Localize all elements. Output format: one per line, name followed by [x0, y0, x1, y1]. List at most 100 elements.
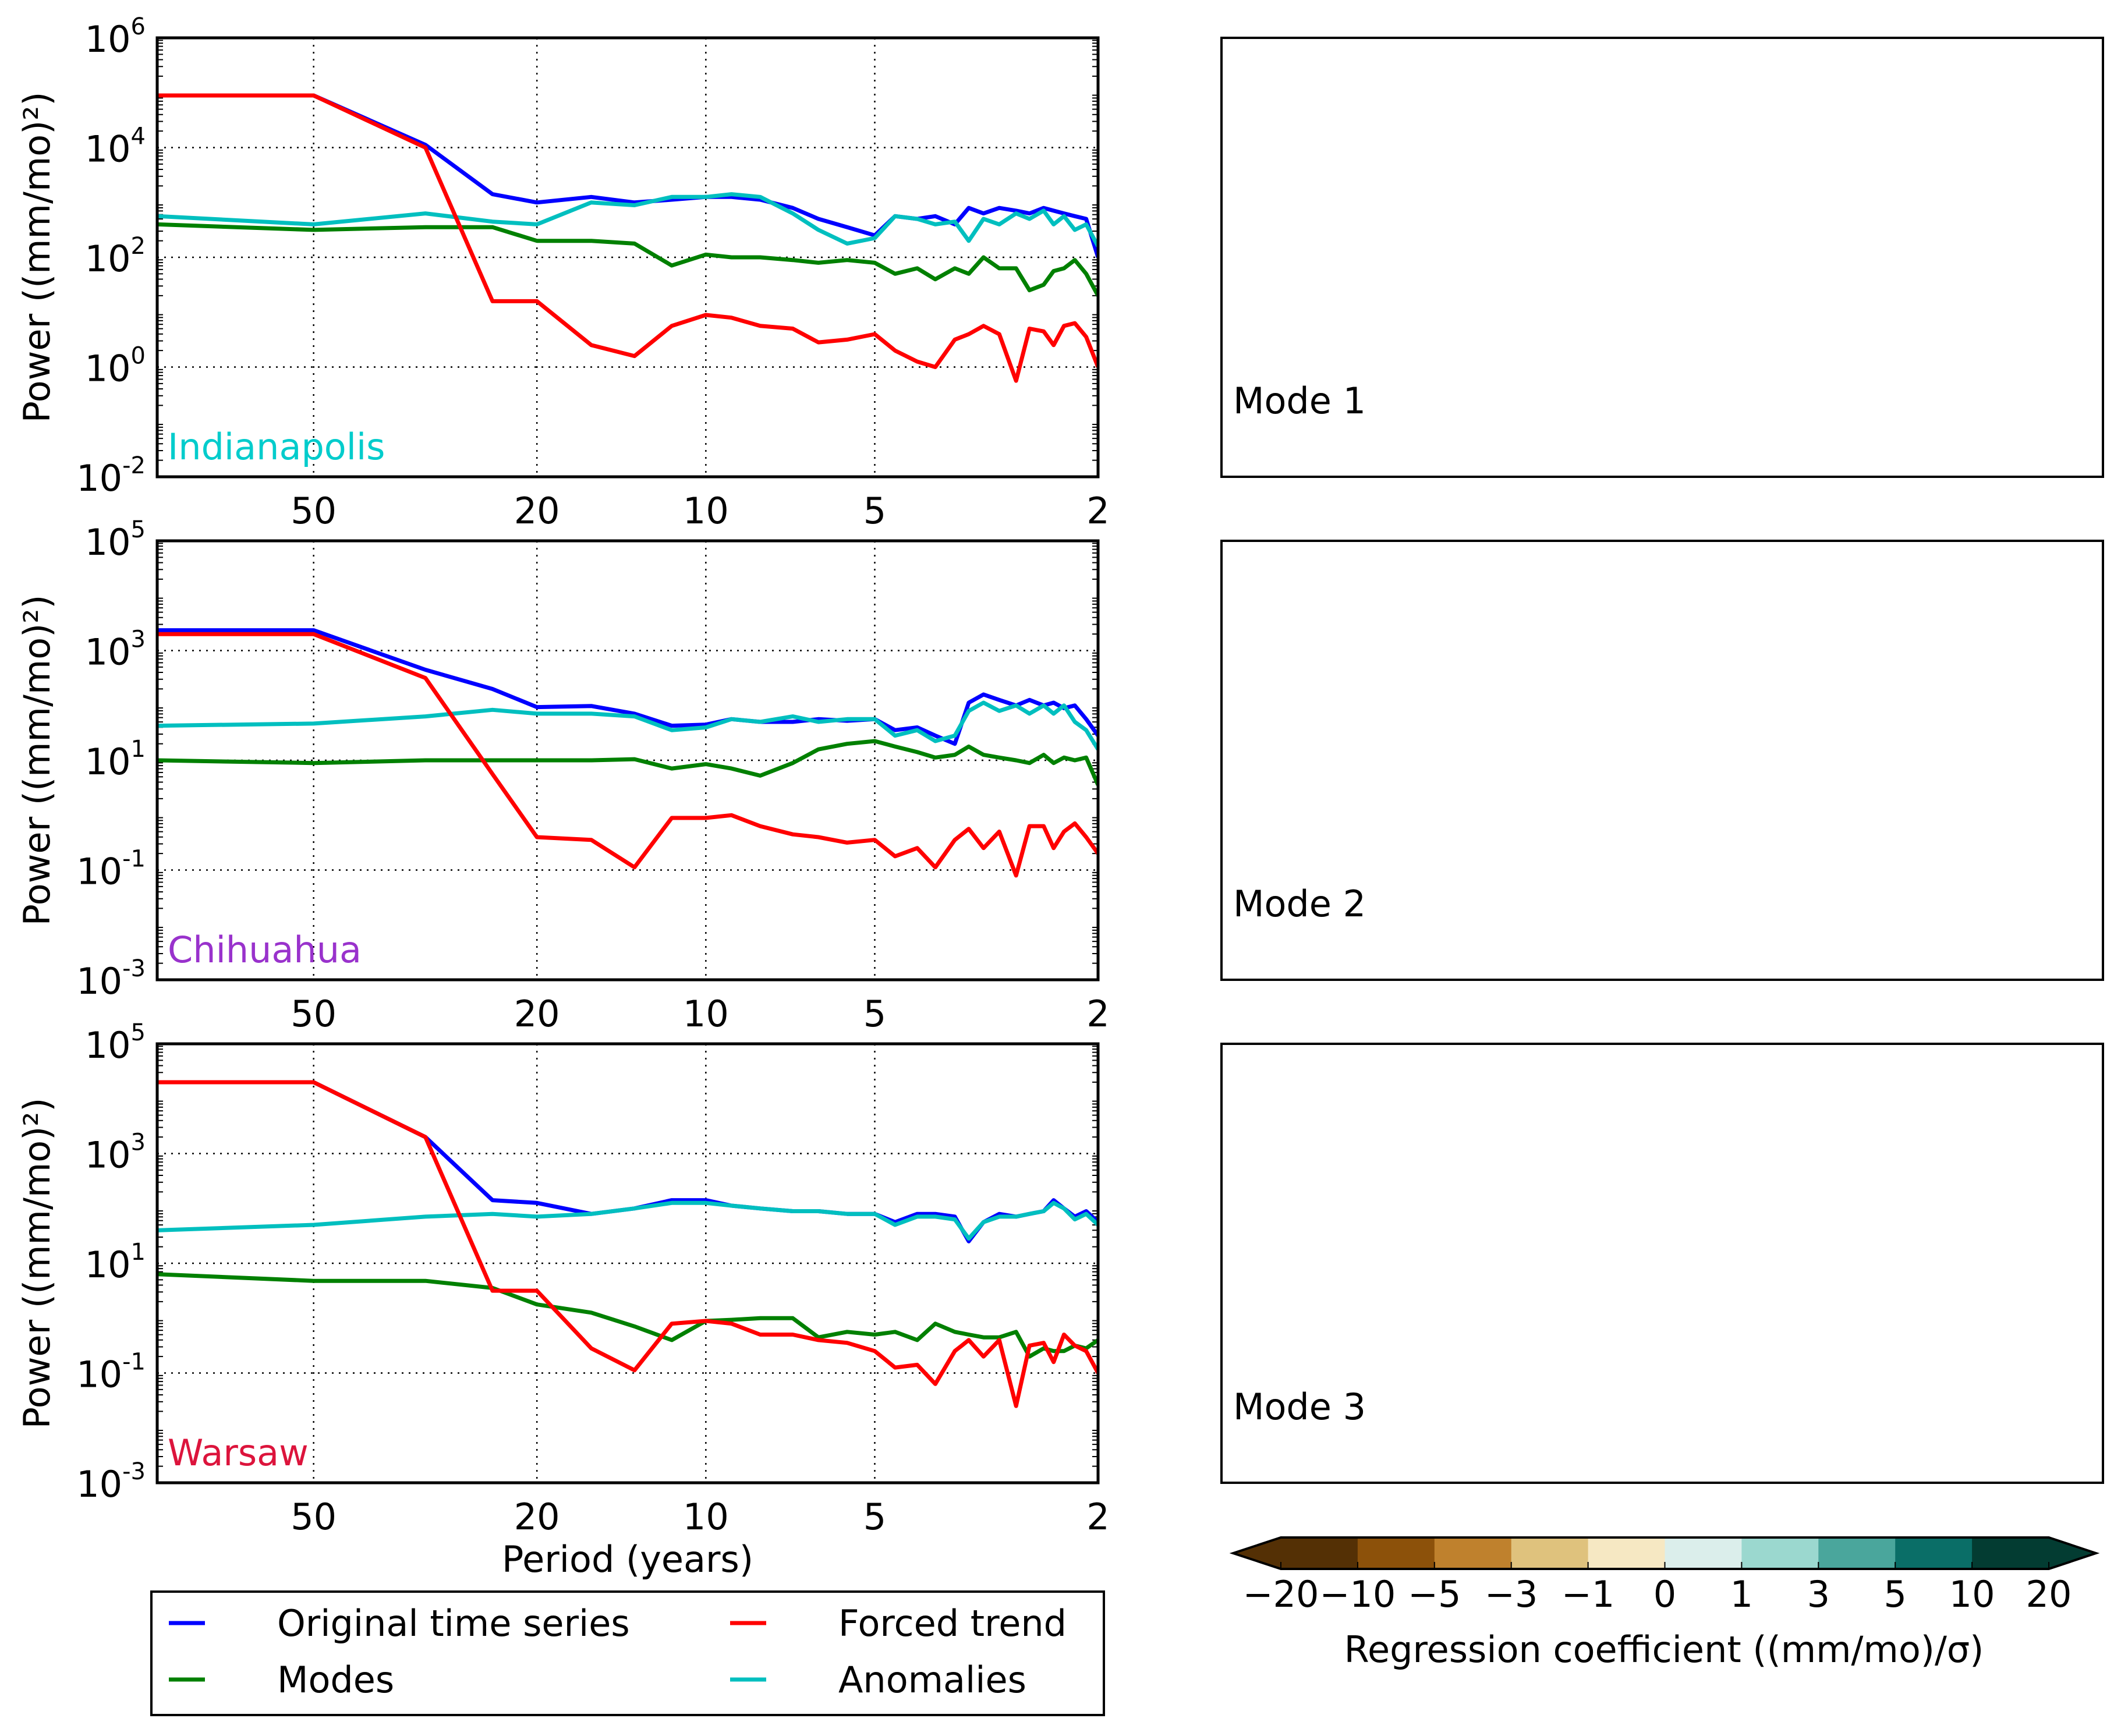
y-tick-label: 101	[85, 1239, 146, 1286]
tick-exponent: -1	[122, 1349, 146, 1376]
tick-exponent: -3	[122, 1458, 146, 1485]
tick-base: 10	[76, 457, 122, 499]
y-axis-label: Power ((mm/mo)²)	[16, 595, 58, 926]
tick-base: 10	[85, 521, 131, 564]
x-tick-label: 20	[514, 1496, 560, 1538]
colorbar-segment	[1357, 1537, 1435, 1569]
mode-label: Mode 1	[1233, 380, 1366, 422]
tick-base: 10	[76, 960, 122, 1002]
y-tick-label: 105	[85, 1019, 146, 1067]
legend-label: Modes	[277, 1659, 394, 1701]
y-tick-label: 102	[85, 233, 146, 280]
tick-exponent: 0	[131, 343, 146, 370]
y-tick-label: 103	[85, 626, 146, 674]
axes-frame	[155, 1042, 1100, 1485]
colorbar-tick-label: −3	[1485, 1573, 1538, 1615]
colorbar-tick-label: −5	[1408, 1573, 1461, 1615]
y-tick-label: 10-3	[76, 1458, 146, 1505]
mode-label: Mode 3	[1233, 1386, 1366, 1428]
colorbar-segment	[1588, 1537, 1665, 1569]
colorbar-tick-label: 1	[1730, 1573, 1753, 1615]
tick-exponent: 3	[131, 1129, 146, 1156]
axes-frame	[155, 539, 1100, 982]
series-line-modes	[157, 222, 1098, 297]
x-tick-label: 10	[683, 1496, 729, 1538]
tick-exponent: 1	[131, 1239, 146, 1266]
series-line-original-time-series	[157, 1080, 1098, 1243]
colorbar-segment	[1665, 1537, 1742, 1569]
tick-exponent: 2	[131, 233, 146, 260]
x-tick-label: 50	[291, 993, 337, 1035]
colorbar-tick-label: −20	[1243, 1573, 1319, 1615]
x-tick-label: 5	[863, 490, 886, 532]
colorbar-segment	[1281, 1537, 1358, 1569]
tick-base: 10	[85, 1024, 131, 1067]
y-tick-label: 106	[85, 13, 146, 61]
colorbar-tick-label: 5	[1883, 1573, 1906, 1615]
y-axis-label: Power ((mm/mo)²)	[16, 1098, 58, 1429]
x-tick-label: 20	[514, 993, 560, 1035]
tick-base: 10	[76, 1354, 122, 1396]
series-line-anomalies	[157, 700, 1098, 751]
legend-label: Forced trend	[838, 1602, 1067, 1645]
series-line-anomalies	[157, 1200, 1098, 1241]
x-tick-label: 10	[683, 490, 729, 532]
y-tick-label: 104	[85, 123, 146, 171]
tick-exponent: 6	[131, 13, 146, 40]
colorbar-tick-label: −10	[1319, 1573, 1396, 1615]
tick-exponent: 5	[131, 1019, 146, 1046]
series-line-modes	[157, 1272, 1098, 1359]
map-frame	[1220, 37, 2104, 478]
tick-base: 10	[85, 18, 131, 61]
y-tick-label: 100	[85, 343, 146, 390]
tick-base: 10	[85, 238, 131, 280]
tick-base: 10	[85, 1134, 131, 1177]
tick-exponent: 1	[131, 736, 146, 763]
tick-base: 10	[85, 348, 131, 390]
tick-base: 10	[85, 1243, 131, 1286]
tick-base: 10	[76, 1463, 122, 1505]
x-tick-label: 5	[863, 1496, 886, 1538]
tick-exponent: 5	[131, 516, 146, 543]
map-panel-mode-3: Mode 3	[1220, 1043, 2104, 1484]
colorbar-segment	[1741, 1537, 1819, 1569]
tick-base: 10	[85, 631, 131, 674]
x-tick-label: 2	[1086, 993, 1109, 1035]
tick-exponent: -3	[122, 955, 146, 982]
colorbar-segment	[1895, 1537, 1973, 1569]
y-tick-label: 101	[85, 736, 146, 783]
colorbar-tick-label: 3	[1807, 1573, 1830, 1615]
colorbar-segment	[1972, 1537, 2049, 1569]
colorbar-segment	[1511, 1537, 1589, 1569]
series-line-forced-trend	[157, 93, 1098, 383]
y-tick-label: 10-3	[76, 955, 146, 1002]
city-label: Warsaw	[168, 1432, 309, 1474]
x-axis-label: Period (years)	[502, 1538, 753, 1581]
colorbar-tick-label: 0	[1653, 1573, 1676, 1615]
x-tick-label: 20	[514, 490, 560, 532]
colorbar-tick-label: 10	[1949, 1573, 1995, 1615]
map-frame	[1220, 1043, 2104, 1484]
x-tick-label: 10	[683, 993, 729, 1035]
x-tick-label: 50	[291, 1496, 337, 1538]
tick-exponent: 3	[131, 626, 146, 653]
series-line-modes	[157, 739, 1098, 786]
x-tick-label: 50	[291, 490, 337, 532]
y-tick-label: 103	[85, 1129, 146, 1177]
legend-label: Original time series	[277, 1602, 630, 1645]
city-label: Chihuahua	[168, 929, 362, 971]
series-line-anomalies	[157, 192, 1098, 247]
city-label: Indianapolis	[168, 426, 385, 468]
colorbar-label: Regression coefficient ((mm/mo)/σ)	[1344, 1628, 1984, 1671]
legend-label: Anomalies	[838, 1659, 1026, 1701]
axes-frame	[155, 36, 1100, 479]
x-tick-label: 2	[1086, 1496, 1109, 1538]
series-line-forced-trend	[157, 1080, 1098, 1408]
x-tick-label: 5	[863, 993, 886, 1035]
series-line-original-time-series	[157, 93, 1098, 258]
y-tick-label: 10-1	[76, 846, 146, 893]
tick-exponent: -1	[122, 846, 146, 873]
